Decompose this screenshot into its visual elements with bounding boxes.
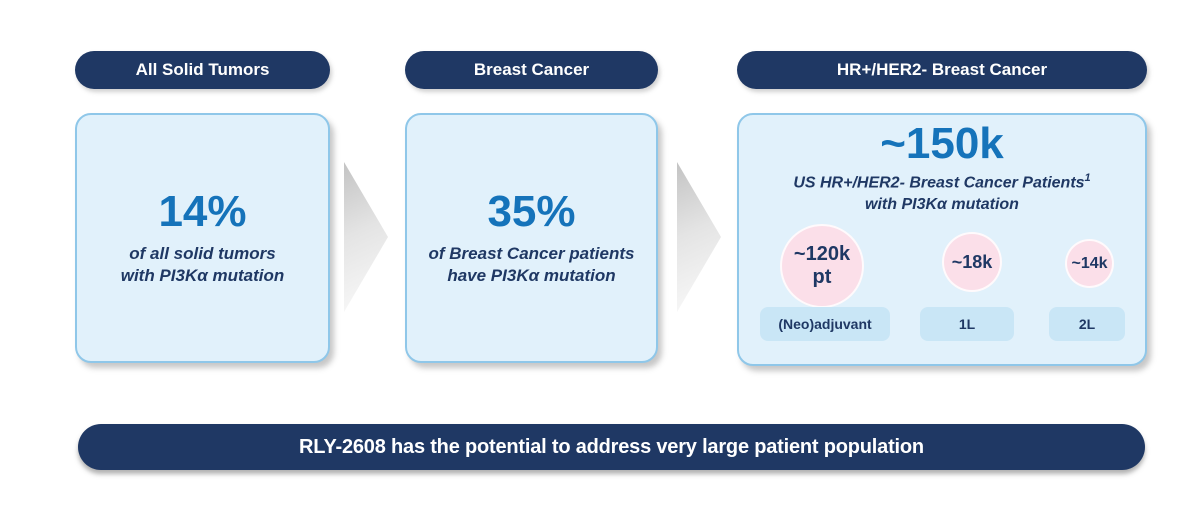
caption-line-1: of Breast Cancer patients (428, 244, 635, 263)
stat-value: ~150k (880, 119, 1004, 168)
caption-line-1: of all solid tumors (129, 244, 276, 263)
header-pill-label: HR+/HER2- Breast Cancer (836, 60, 1048, 79)
header-pill-label: All Solid Tumors (135, 60, 270, 79)
chip-label: 1L (958, 316, 976, 332)
stat-caption: of all solid tumors with PI3Kα mutation (121, 243, 285, 287)
treatment-chip-2l: 2L (1049, 307, 1125, 341)
stat-box-breast-cancer: 35% of Breast Cancer patients have PI3Kα… (405, 113, 658, 363)
patient-bubble-1l: ~18k (942, 232, 1002, 292)
caption-line-2: with PI3Kα mutation (120, 266, 285, 286)
stat-value: 14% (158, 186, 247, 236)
treatment-chip-1l: 1L (920, 307, 1014, 341)
chip-label: (Neo)adjuvant (778, 316, 872, 332)
footnote-reference: 1 (1084, 172, 1091, 185)
patient-bubble-2l: ~14k (1065, 239, 1114, 288)
right-chevron-arrow (677, 162, 721, 312)
bubble-value: ~14k (1071, 254, 1108, 272)
conclusion-banner-text: RLY-2608 has the potential to address ve… (299, 435, 924, 458)
stat-value: 35% (487, 186, 576, 236)
subtitle-line-1: US HR+/HER2- Breast Cancer Patients (793, 174, 1085, 192)
stat-box-all-solid-tumors: 14% of all solid tumors with PI3Kα mutat… (75, 113, 330, 363)
caption-line-2: have PI3Kα mutation (447, 266, 616, 286)
bubble-value: ~120k pt (793, 243, 851, 288)
header-pill-all-solid-tumors: All Solid Tumors (75, 51, 330, 89)
stat-caption: of Breast Cancer patients have PI3Kα mut… (429, 243, 635, 287)
treatment-chip-neoadjuvant: (Neo)adjuvant (760, 307, 890, 341)
conclusion-banner: RLY-2608 has the potential to address ve… (78, 424, 1145, 470)
header-pill-label: Breast Cancer (473, 60, 590, 79)
right-chevron-arrow (344, 162, 388, 312)
subtitle-line-2: with PI3Kα mutation (865, 195, 1019, 213)
header-pill-hr-her2-breast-cancer: HR+/HER2- Breast Cancer (737, 51, 1147, 89)
stat-box-hr-her2-breast-cancer: ~150k US HR+/HER2- Breast Cancer Patient… (737, 113, 1147, 366)
patient-bubble-neoadjuvant: ~120k pt (780, 224, 864, 308)
bubble-value: ~18k (951, 251, 993, 272)
header-pill-breast-cancer: Breast Cancer (405, 51, 658, 89)
chip-label: 2L (1078, 316, 1096, 332)
stat-caption: US HR+/HER2- Breast Cancer Patients1 wit… (793, 171, 1090, 215)
